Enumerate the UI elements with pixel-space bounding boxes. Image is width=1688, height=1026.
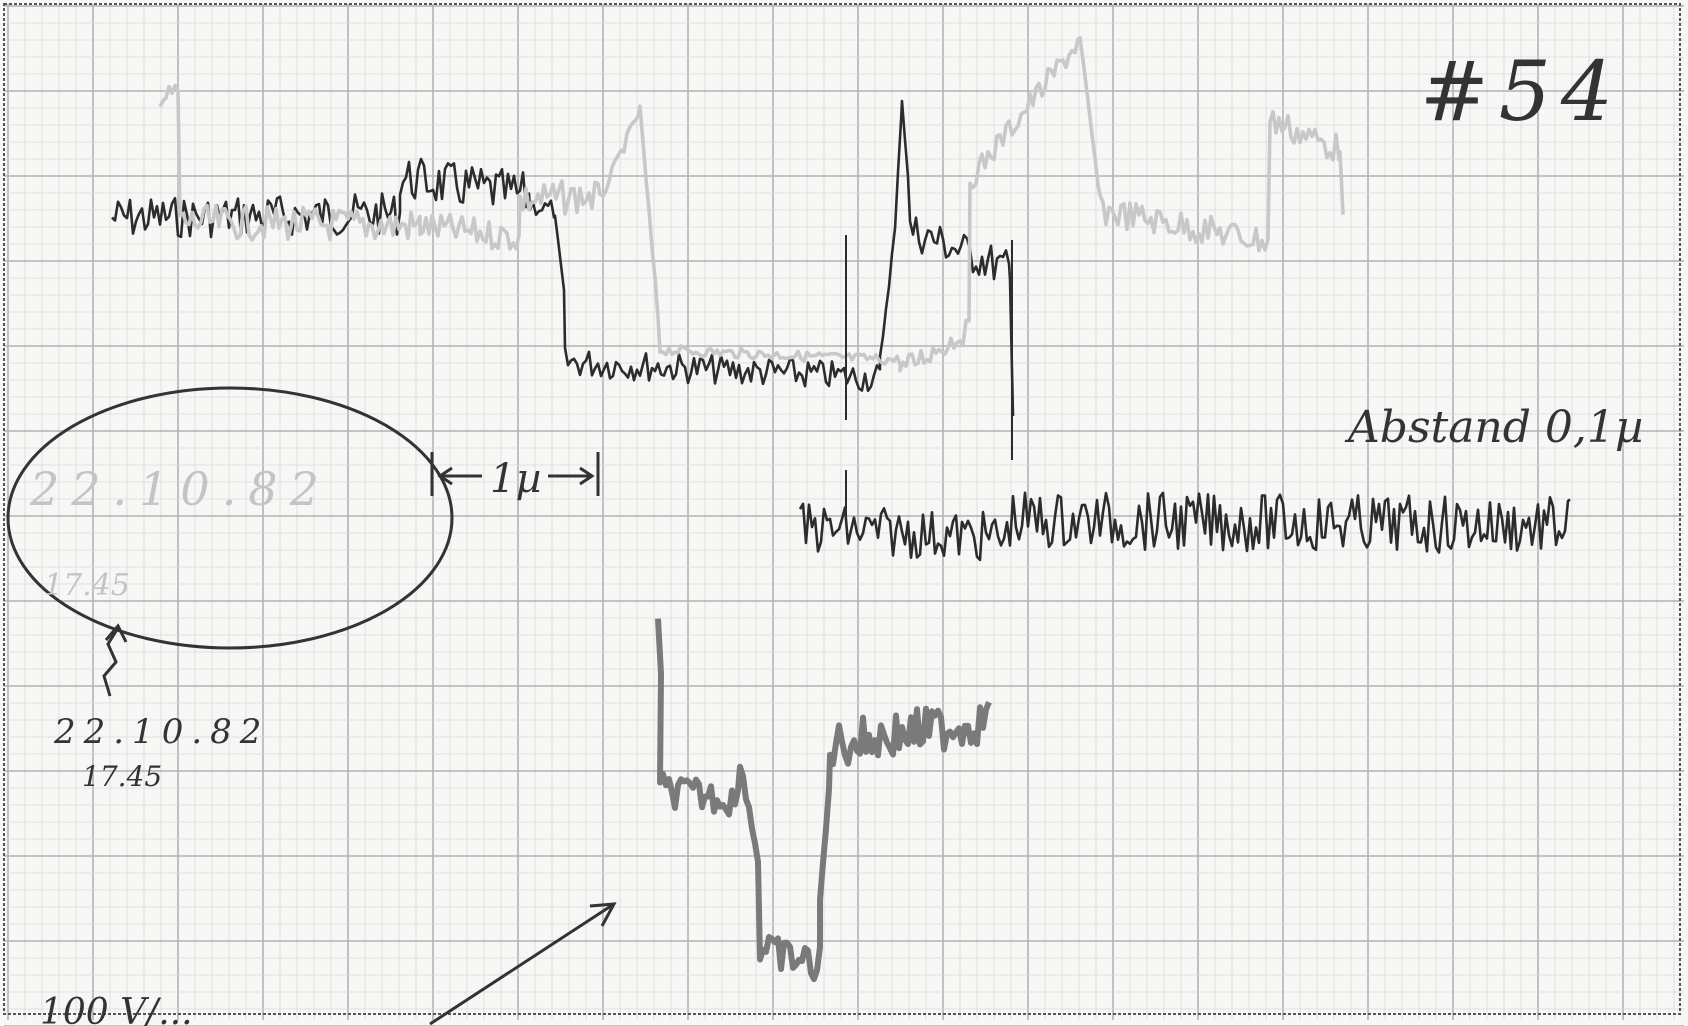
spacing-note: Abstand 0,1µ: [1344, 402, 1644, 453]
sheet-border: [3, 3, 1681, 1015]
middle-trace: [798, 491, 1571, 562]
signal-traces: [111, 36, 1571, 983]
faded-time: 17.45: [44, 568, 130, 603]
scale-bar: [430, 452, 600, 496]
scale-bar-label: 1µ: [490, 456, 541, 502]
lower-trace: [655, 618, 992, 983]
circled-stamp-outline: [6, 386, 454, 650]
graph-grid: [4, 4, 1684, 1026]
upper-faint-trace: [158, 36, 1345, 373]
recording-date: 22.10.82: [53, 712, 269, 752]
sheet-number: #54: [1420, 45, 1623, 140]
recording-time: 17.45: [82, 760, 162, 793]
pointer-arrow: [429, 902, 617, 1026]
squiggle-arrow: [102, 623, 128, 697]
bottom-label: 100 V/...: [40, 992, 193, 1026]
faded-date: 22.10.82: [29, 462, 331, 516]
